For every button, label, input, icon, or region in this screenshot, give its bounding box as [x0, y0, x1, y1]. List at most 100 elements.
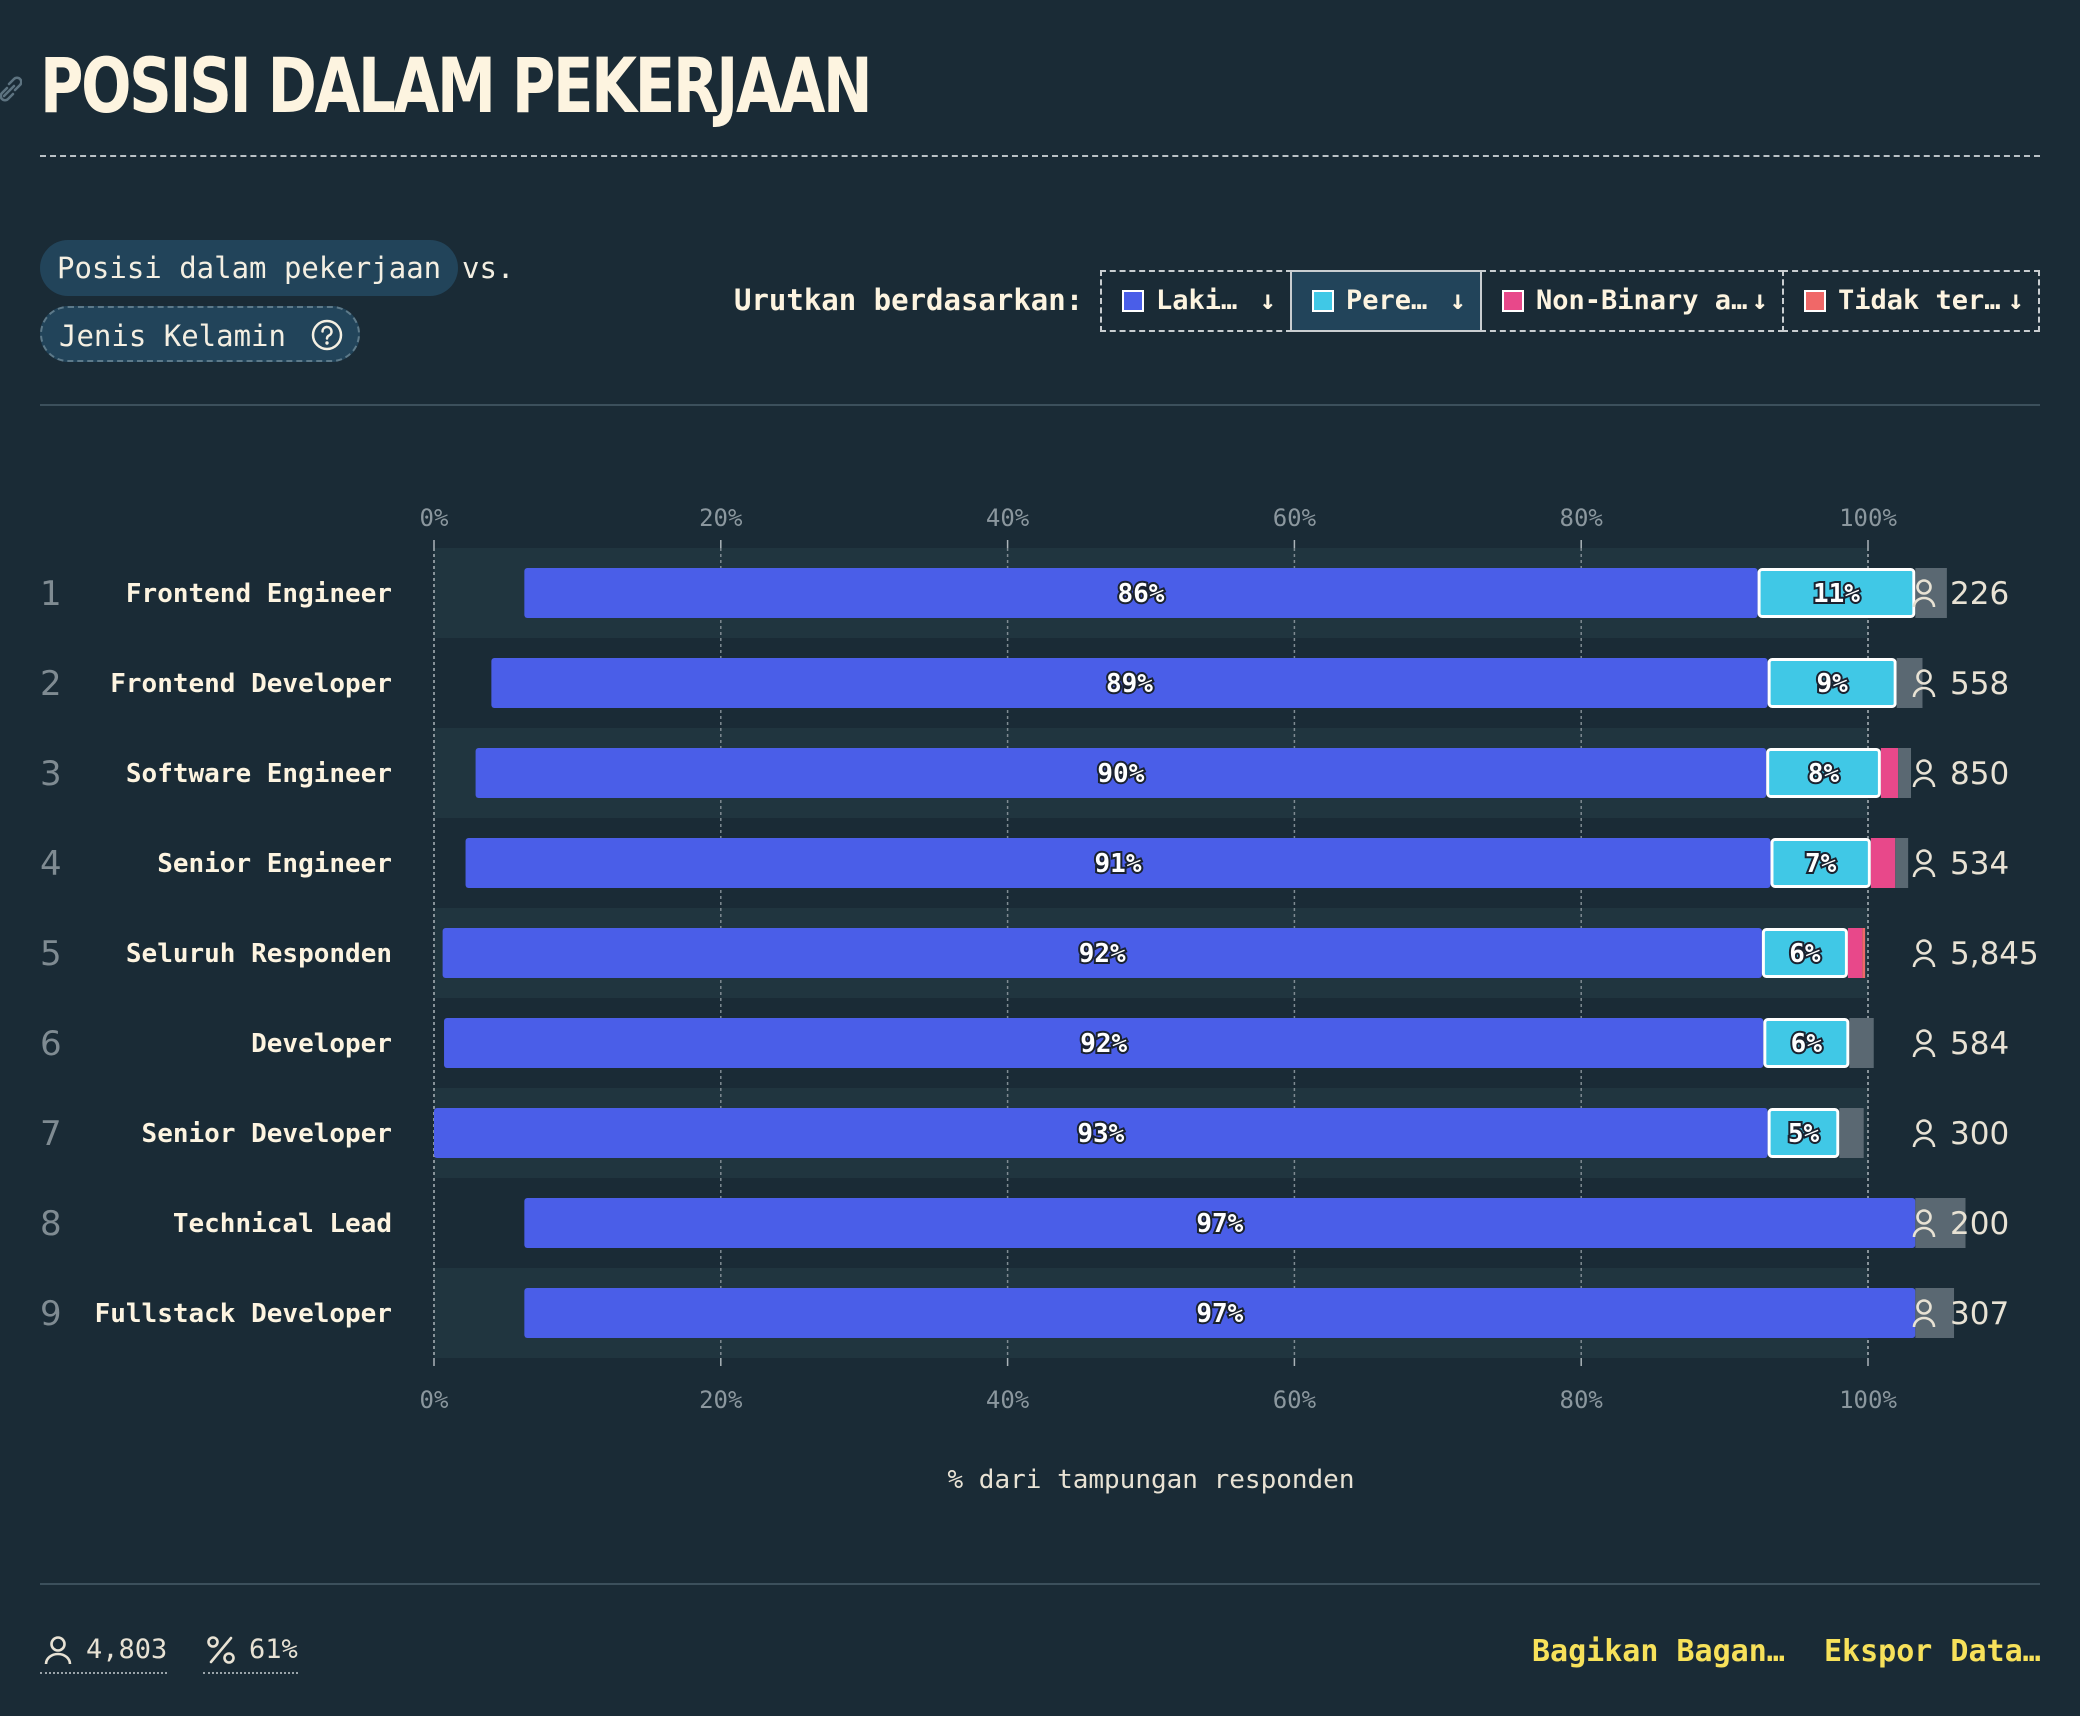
- person-icon: [1916, 579, 1932, 595]
- person-icon: [1912, 1226, 1936, 1238]
- bar-value-label: 91%: [1095, 849, 1142, 879]
- bar-value-label: 89%: [1106, 669, 1153, 699]
- bar-value-label: 8%: [1808, 759, 1840, 789]
- bar-value-label: 92%: [1079, 939, 1126, 969]
- person-icon: [1916, 1119, 1932, 1135]
- bar-segment-perempuan: [1761, 928, 1848, 978]
- x-tick-label-top: 60%: [1273, 504, 1317, 532]
- bar-value-label: 6%: [1789, 939, 1821, 969]
- bar-segment-perempuan: [1767, 1108, 1840, 1158]
- sort-button-non-binary[interactable]: Non-Binary a… ↓: [1480, 270, 1784, 332]
- bar-segment-tidak-terjawab: [1862, 928, 1866, 978]
- x-tick-label-bottom: 60%: [1273, 1386, 1317, 1414]
- bar-segment-perempuan: [1766, 748, 1881, 798]
- respondent-count: 5,845: [1950, 936, 2039, 972]
- bar-segment-lainnya: [1896, 658, 1923, 708]
- sort-button-perempuan[interactable]: Pere… ↓: [1290, 270, 1482, 332]
- x-tick-label-bottom: 40%: [986, 1386, 1030, 1414]
- variable-1-label: Posisi dalam pekerjaan: [57, 251, 442, 285]
- row-rank: 4: [40, 844, 62, 884]
- x-axis-label: % dari tampungan responden: [948, 1465, 1355, 1495]
- swatch-laki: [1122, 290, 1144, 312]
- respondent-count: 200: [1950, 1206, 2009, 1242]
- variable-1-pill[interactable]: Posisi dalam pekerjaan: [40, 240, 459, 296]
- x-tick-label-top: 100%: [1839, 504, 1897, 532]
- person-icon: [1916, 669, 1932, 685]
- bar-segment-laki: [444, 1018, 1764, 1068]
- bar-segment-laki: [524, 568, 1758, 618]
- bar-segment-lainnya: [1849, 1018, 1874, 1068]
- respondent-count: 558: [1950, 666, 2009, 702]
- bar-segment-laki: [442, 928, 1762, 978]
- row-rank: 1: [40, 574, 62, 614]
- page-title: POSISI DALAM PEKERJAAN: [40, 41, 873, 130]
- bar-segment-perempuan: [1770, 838, 1871, 888]
- respondent-count: 226: [1950, 576, 2009, 612]
- person-icon: [44, 1636, 72, 1665]
- share-chart-link[interactable]: Bagikan Bagan…: [1532, 1634, 1785, 1669]
- bar-segment-perempuan: [1763, 1018, 1850, 1068]
- bar-segment-non-binary: [1870, 838, 1896, 888]
- person-icon: [1916, 1209, 1932, 1225]
- row-rank: 9: [40, 1294, 62, 1334]
- help-icon[interactable]: [310, 318, 344, 352]
- sort-button-label: Tidak ter…: [1838, 285, 2001, 316]
- vs-text: vs.: [462, 251, 515, 285]
- bar-value-label: 90%: [1097, 759, 1144, 789]
- row-rank: 6: [40, 1024, 62, 1064]
- export-data-link[interactable]: Ekspor Data…: [1824, 1634, 2041, 1669]
- respondent-count: 850: [1950, 756, 2009, 792]
- swatch-tidak-terjawab: [1804, 290, 1826, 312]
- bar-segment-laki: [524, 1288, 1916, 1338]
- arrow-down-icon: ↓: [2007, 285, 2024, 316]
- bar-value-label: 97%: [1196, 1209, 1243, 1239]
- person-icon: [1912, 1316, 1936, 1328]
- bar-segment-non-binary: [1847, 928, 1863, 978]
- row-category-label: Fullstack Developer: [95, 1299, 392, 1329]
- sort-button-laki[interactable]: Laki… ↓: [1100, 270, 1292, 332]
- arrow-down-icon: ↓: [1751, 285, 1768, 316]
- x-tick-label-top: 80%: [1560, 504, 1604, 532]
- row-rank: 3: [40, 754, 62, 794]
- x-tick-label-top: 20%: [699, 504, 743, 532]
- x-tick-label-top: 40%: [986, 504, 1030, 532]
- stacked-bar-chart: 0% 0% 20% 20% 40% 40% 60% 60% 80% 80% 100% 100% % da…: [40, 504, 2039, 1495]
- bar-segment-laki: [524, 1198, 1916, 1248]
- bar-segment-laki: [434, 1108, 1768, 1158]
- percentage-stat[interactable]: 61%: [203, 1628, 298, 1674]
- person-icon: [1912, 1046, 1936, 1058]
- sort-button-label: Non-Binary a…: [1536, 285, 1748, 316]
- bar-segment-lainnya: [1895, 838, 1909, 888]
- respondent-count: 584: [1950, 1026, 2009, 1062]
- bar-segment-laki: [491, 658, 1768, 708]
- link-icon[interactable]: [0, 74, 22, 104]
- sort-button-label: Pere…: [1346, 285, 1428, 316]
- bar-segment-perempuan: [1757, 568, 1916, 618]
- total-respondents-stat[interactable]: 4,803: [40, 1628, 168, 1674]
- percent-icon: [207, 1636, 235, 1664]
- person-icon: [1916, 849, 1932, 865]
- person-icon: [1912, 1136, 1936, 1148]
- row-rank: 5: [40, 934, 62, 974]
- row-category-label: Developer: [251, 1029, 392, 1059]
- arrow-down-icon: ↓: [1259, 285, 1276, 316]
- respondent-count: 534: [1950, 846, 2009, 882]
- person-icon: [1916, 1029, 1932, 1045]
- bar-value-label: 97%: [1196, 1299, 1243, 1329]
- bar-value-label: 9%: [1816, 669, 1848, 699]
- footer-divider: [40, 1583, 2040, 1585]
- person-icon: [1912, 866, 1936, 878]
- person-icon: [1916, 939, 1932, 955]
- variable-2-pill[interactable]: Jenis Kelamin: [40, 306, 360, 362]
- respondent-count: 300: [1950, 1116, 2009, 1152]
- bar-value-label: 6%: [1791, 1029, 1823, 1059]
- person-icon: [1912, 776, 1936, 788]
- controls-divider: [40, 404, 2040, 406]
- person-icon: [1916, 1299, 1932, 1315]
- sort-button-tidak-terjawab[interactable]: Tidak ter… ↓: [1782, 270, 2040, 332]
- x-tick-label-bottom: 80%: [1560, 1386, 1604, 1414]
- bar-value-label: 86%: [1117, 579, 1164, 609]
- bar-value-label: 5%: [1788, 1119, 1820, 1149]
- person-icon: [1912, 686, 1936, 698]
- swatch-non-binary: [1502, 290, 1524, 312]
